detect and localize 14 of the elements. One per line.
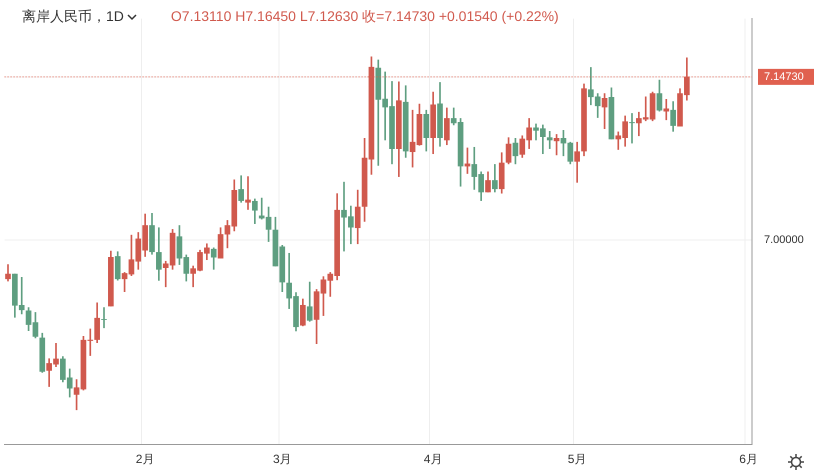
x-tick-label: 4月 [424, 452, 442, 466]
x-tick-label: 6月 [739, 452, 758, 466]
candlestick [629, 113, 635, 144]
x-tick-label: 5月 [568, 452, 586, 466]
candlestick [554, 134, 560, 156]
x-tick-label: 2月 [136, 452, 154, 466]
candlestick [101, 307, 107, 328]
chart-title: 离岸人民币，1D [22, 8, 124, 26]
y-tick-label: 7.14730 [764, 70, 804, 83]
candlestick [245, 176, 251, 210]
y-tick-label: 7.00000 [764, 234, 804, 246]
x-tick-label: 3月 [272, 452, 292, 466]
chart-subtitle: O7.13110 H7.16450 L7.12630 收=7.14730 +0.01540 (+0.22%) [170, 8, 559, 26]
candlestick [464, 148, 470, 174]
